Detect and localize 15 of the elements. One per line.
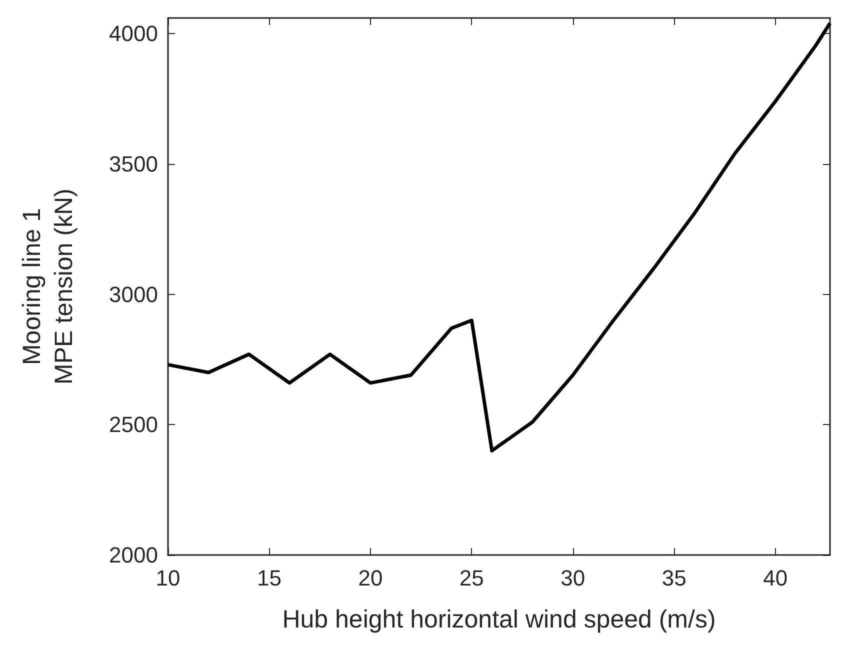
x-axis-title: Hub height horizontal wind speed (m/s) <box>282 606 716 634</box>
x-tick-label: 10 <box>156 566 180 590</box>
x-tick-label: 25 <box>459 566 484 590</box>
y-axis-title: Mooring line 1 MPE tension (kN) <box>18 188 78 384</box>
x-tick-label: 20 <box>358 566 383 590</box>
y-tick-label: 3000 <box>109 282 158 307</box>
x-tick-label: 30 <box>560 566 586 590</box>
y-tick-label: 4000 <box>109 21 158 46</box>
x-tick-label: 15 <box>256 566 282 590</box>
y-tick-label: 2000 <box>109 542 158 568</box>
y-tick-label: 3500 <box>109 151 158 176</box>
x-tick-label: 35 <box>662 566 686 590</box>
x-tick-label: 40 <box>763 566 788 590</box>
line-series <box>166 21 832 452</box>
y-tick-label: 2500 <box>109 412 158 438</box>
